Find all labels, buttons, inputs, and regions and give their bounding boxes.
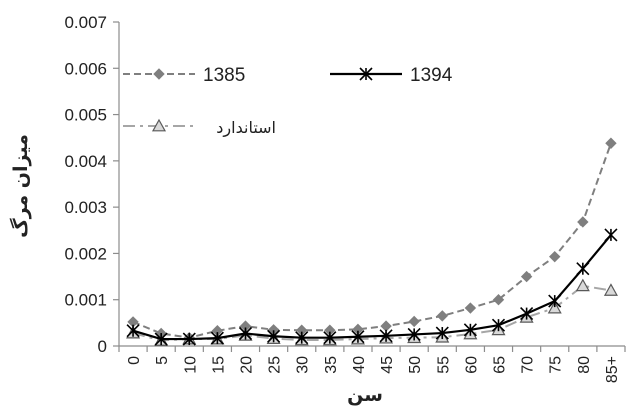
data-point-star [359, 67, 373, 81]
data-point-star [295, 331, 309, 345]
data-point-star [182, 332, 196, 346]
data-point-diamond [492, 294, 505, 306]
y-axis-ticks: 0 0.001 0.002 0.003 0.004 0.005 0.006 0.007 [64, 13, 119, 356]
data-point-diamond [605, 137, 617, 149]
data-point-diamond [549, 250, 561, 263]
series-1 [126, 228, 618, 346]
x-tick-label: 30 [295, 356, 312, 374]
x-tick-label: 70 [520, 356, 537, 374]
series-line [132, 234, 612, 341]
x-tick-label: 45 [379, 356, 396, 374]
x-axis-ticks: 0 5 10 15 20 25 30 35 40 45 50 55 60 65 70 75 80 85+ [118, 346, 626, 383]
series-line [132, 142, 612, 339]
series-group [126, 137, 618, 346]
x-tick-label: 35 [323, 356, 340, 374]
y-tick-label: 0.007 [64, 13, 107, 32]
y-tick-label: 0.003 [64, 198, 107, 217]
x-tick-label: 50 [407, 356, 424, 374]
legend-item-2: استاندارد [123, 118, 276, 138]
x-tick-label: 65 [492, 356, 509, 374]
legend-label: 1394 [410, 65, 453, 86]
y-tick-label: 0.001 [64, 291, 107, 310]
y-axis-title: میزان مرگ [9, 134, 32, 238]
data-point-diamond [520, 270, 533, 283]
x-tick-label: 55 [435, 356, 452, 374]
data-point-star [491, 318, 506, 332]
data-point-star [379, 329, 393, 343]
data-point-triangle [575, 278, 590, 292]
data-point-star [210, 331, 224, 345]
data-point-star [126, 324, 140, 338]
series-line [132, 284, 612, 342]
data-point-star [351, 330, 365, 344]
x-tick-label: 0 [126, 356, 143, 365]
legend-item-1: 1394 [330, 65, 453, 86]
x-tick-label: 5 [154, 356, 171, 365]
data-point-star [154, 332, 168, 346]
data-point-star [407, 327, 421, 341]
legend-label: 1385 [203, 65, 245, 86]
data-point-star [548, 294, 562, 308]
data-point-star [323, 331, 337, 345]
data-point-diamond [464, 302, 477, 314]
data-point-triangle [603, 283, 618, 296]
y-tick-label: 0.002 [64, 244, 107, 263]
data-point-diamond [577, 216, 589, 228]
x-tick-label: 15 [210, 356, 227, 374]
x-tick-label: 10 [182, 356, 199, 374]
data-point-triangle [151, 118, 167, 132]
data-point-star [267, 329, 281, 343]
data-point-diamond [408, 315, 420, 328]
y-tick-label: 0.006 [64, 59, 107, 78]
data-point-star [604, 228, 618, 242]
data-point-diamond [436, 310, 448, 322]
x-tick-label: 80 [576, 356, 593, 374]
data-point-star [238, 326, 253, 341]
data-point-triangle [547, 300, 562, 314]
data-point-star [576, 262, 590, 276]
y-tick-label: 0 [98, 337, 107, 356]
legend-label: استاندارد [216, 118, 276, 138]
x-axis-title: سن [347, 384, 383, 406]
x-tick-label: 75 [548, 356, 565, 374]
x-tick-label: 25 [267, 356, 284, 374]
x-tick-label: 20 [239, 356, 256, 374]
x-tick-label: 40 [351, 356, 368, 374]
x-tick-label: 85+ [604, 356, 621, 383]
axes [118, 22, 625, 347]
series-0 [127, 137, 617, 344]
data-point-star [463, 323, 477, 337]
x-tick-label: 60 [463, 356, 480, 374]
y-tick-label: 0.005 [64, 106, 107, 125]
data-point-star [520, 307, 534, 321]
legend: 1385 1394 استاندارد [123, 65, 453, 138]
data-point-diamond [380, 320, 392, 332]
legend-item-0: 1385 [123, 65, 245, 86]
data-point-star [435, 326, 449, 340]
data-point-diamond [153, 68, 165, 80]
y-tick-label: 0.004 [64, 152, 107, 171]
